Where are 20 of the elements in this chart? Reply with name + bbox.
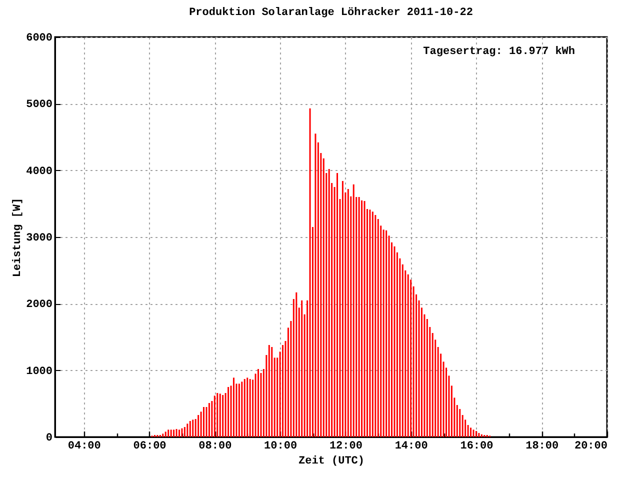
y-axis-title: Leistung [W]: [12, 198, 24, 278]
y-tick-label: 0: [46, 432, 52, 444]
x-tick-label: 08:00: [198, 440, 232, 452]
x-tick-label: 18:00: [526, 440, 559, 452]
x-tick-label: 06:00: [133, 440, 166, 452]
chart-title: Produktion Solaranlage Löhracker 2011-10-22: [189, 7, 473, 19]
annotation: Tagesertrag: 16.977 kWh: [423, 46, 575, 58]
x-axis-title: Zeit (UTC): [298, 456, 365, 468]
y-tick-label: 4000: [26, 166, 52, 178]
x-tick-label: 10:00: [264, 440, 298, 452]
x-tick-label: 14:00: [394, 440, 428, 452]
y-tick-label: 2000: [26, 299, 52, 312]
x-tick-label: 20:00: [574, 440, 608, 452]
y-tick-label: 3000: [26, 232, 52, 244]
y-tick-label: 1000: [26, 366, 52, 378]
x-tick-label: 12:00: [329, 440, 362, 452]
y-tick-label: 5000: [26, 99, 52, 112]
y-tick-label: 6000: [26, 32, 52, 44]
x-tick-label: 16:00: [460, 440, 494, 452]
x-tick-label: 04:00: [68, 440, 101, 452]
